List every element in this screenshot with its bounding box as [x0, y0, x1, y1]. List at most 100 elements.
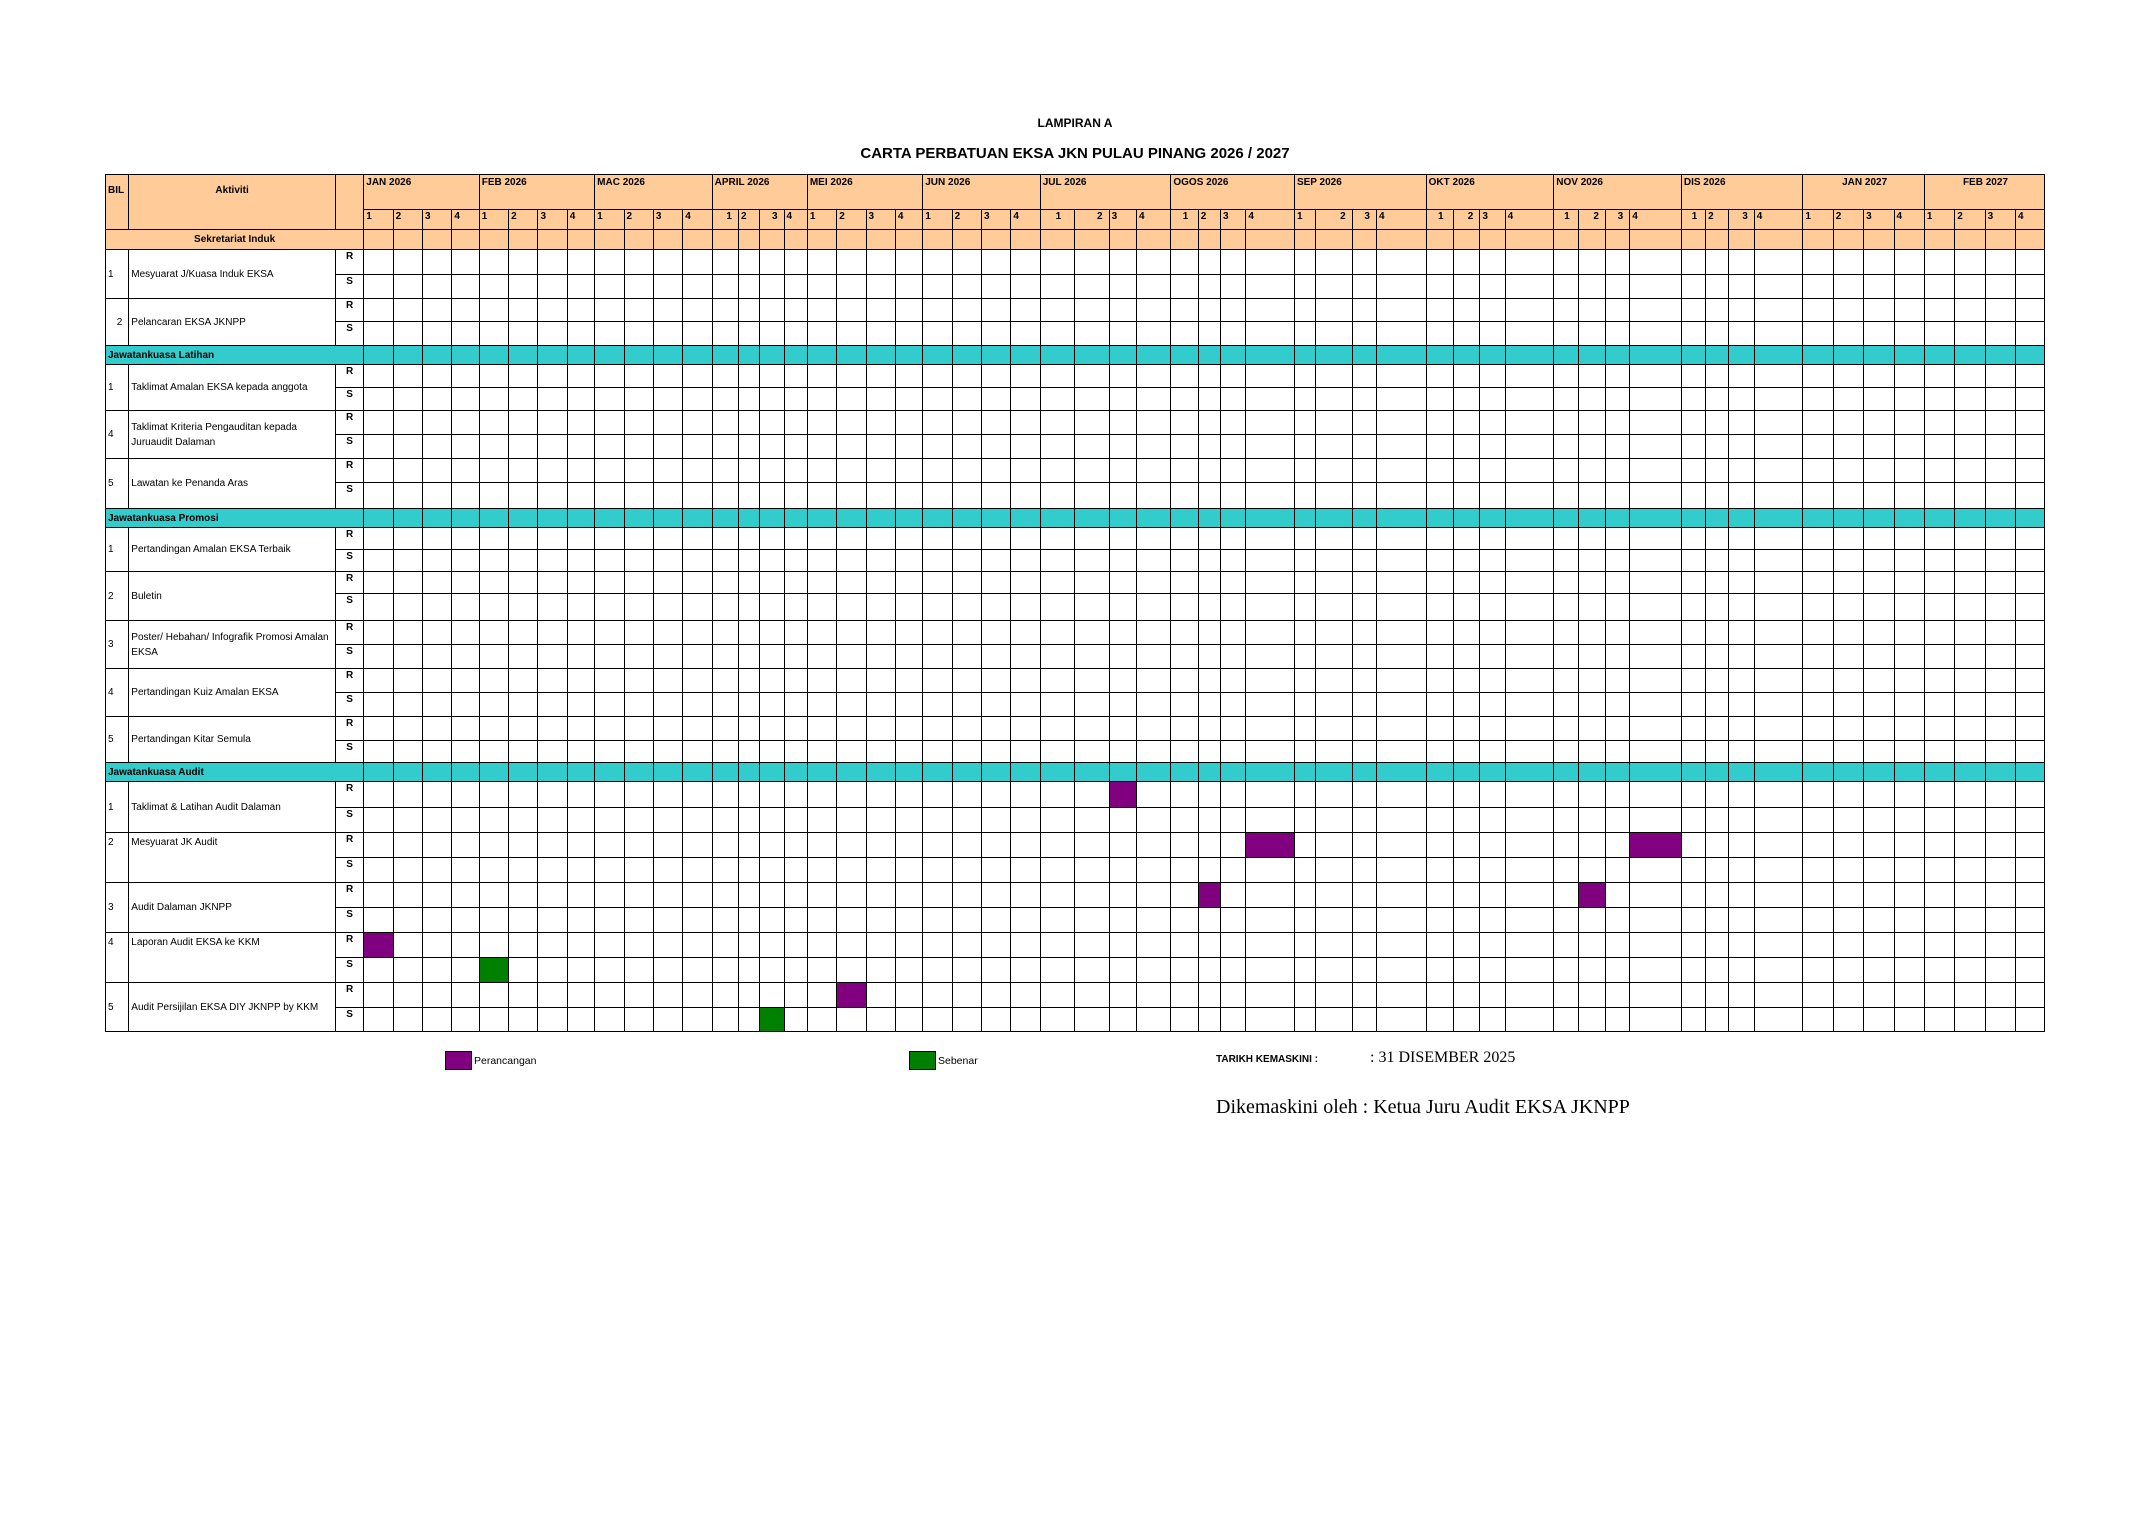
- week-cell[interactable]: [1680, 832, 1707, 858]
- week-cell[interactable]: [392, 907, 423, 933]
- week-cell[interactable]: [1170, 571, 1199, 594]
- week-cell[interactable]: [623, 1007, 654, 1032]
- week-cell[interactable]: [682, 458, 713, 483]
- week-cell[interactable]: [1039, 644, 1076, 669]
- week-cell[interactable]: [1425, 387, 1454, 411]
- week-cell[interactable]: [1170, 857, 1199, 883]
- week-cell[interactable]: [1375, 593, 1427, 621]
- week-cell[interactable]: [623, 249, 654, 275]
- week-cell[interactable]: [451, 932, 480, 958]
- week-cell[interactable]: [1315, 364, 1353, 388]
- week-cell[interactable]: [508, 882, 539, 908]
- week-cell[interactable]: [1375, 620, 1427, 645]
- week-cell[interactable]: [806, 740, 838, 763]
- week-cell[interactable]: [1680, 692, 1707, 717]
- week-cell[interactable]: [508, 644, 539, 669]
- week-cell[interactable]: [478, 593, 510, 621]
- week-cell[interactable]: [421, 932, 453, 958]
- week-cell[interactable]: [806, 482, 838, 509]
- week-cell[interactable]: [1219, 957, 1247, 983]
- week-cell[interactable]: [1577, 740, 1606, 763]
- week-cell[interactable]: [1039, 716, 1076, 741]
- week-cell[interactable]: [759, 907, 785, 933]
- week-cell[interactable]: [922, 1007, 953, 1032]
- week-cell[interactable]: [1170, 644, 1199, 669]
- week-cell[interactable]: [1923, 857, 1956, 883]
- week-cell[interactable]: [2015, 716, 2045, 741]
- week-cell[interactable]: [1728, 957, 1755, 983]
- week-cell[interactable]: [1108, 932, 1137, 958]
- week-cell[interactable]: [363, 644, 394, 669]
- week-cell[interactable]: [1984, 593, 2017, 621]
- week-cell[interactable]: [951, 957, 982, 983]
- week-cell[interactable]: [836, 482, 867, 509]
- week-cell[interactable]: [1315, 527, 1353, 550]
- week-cell[interactable]: [623, 571, 654, 594]
- week-cell[interactable]: [421, 668, 453, 693]
- week-cell[interactable]: [566, 857, 596, 883]
- week-cell[interactable]: [1680, 982, 1707, 1008]
- week-cell[interactable]: [1452, 274, 1481, 299]
- week-cell[interactable]: [806, 458, 838, 483]
- week-cell[interactable]: [1108, 364, 1137, 388]
- week-cell[interactable]: [759, 620, 785, 645]
- week-cell[interactable]: [1728, 482, 1755, 509]
- week-cell[interactable]: [623, 982, 654, 1008]
- week-cell[interactable]: [2015, 668, 2045, 693]
- week-cell[interactable]: [1074, 298, 1110, 322]
- week-cell[interactable]: [980, 857, 1012, 883]
- week-cell[interactable]: [1604, 458, 1631, 483]
- week-cell[interactable]: [2015, 932, 2045, 958]
- week-cell[interactable]: [566, 982, 596, 1008]
- week-cell[interactable]: [1108, 387, 1137, 411]
- week-cell[interactable]: [1954, 882, 1986, 908]
- week-cell[interactable]: [711, 857, 739, 883]
- week-cell[interactable]: [1604, 692, 1631, 717]
- week-cell[interactable]: [1629, 364, 1682, 388]
- week-cell[interactable]: [1577, 458, 1606, 483]
- week-cell[interactable]: [1604, 249, 1631, 275]
- week-cell[interactable]: [1074, 781, 1110, 808]
- week-cell[interactable]: [566, 781, 596, 808]
- week-cell[interactable]: [363, 1007, 394, 1032]
- week-cell[interactable]: [711, 387, 739, 411]
- week-cell[interactable]: [1863, 593, 1895, 621]
- week-cell[interactable]: [865, 527, 896, 550]
- week-cell[interactable]: [737, 807, 761, 833]
- week-cell[interactable]: [1954, 857, 1986, 883]
- week-cell[interactable]: [1375, 527, 1427, 550]
- week-cell[interactable]: [711, 716, 739, 741]
- week-cell[interactable]: [1984, 527, 2017, 550]
- week-cell[interactable]: [894, 668, 924, 693]
- week-cell[interactable]: [759, 593, 785, 621]
- week-cell[interactable]: [682, 593, 713, 621]
- week-cell[interactable]: [594, 857, 625, 883]
- week-cell[interactable]: [1604, 957, 1631, 983]
- week-cell[interactable]: [1680, 482, 1707, 509]
- week-cell[interactable]: [1219, 982, 1247, 1008]
- week-cell[interactable]: [451, 957, 480, 983]
- week-cell[interactable]: [1479, 668, 1506, 693]
- week-cell[interactable]: [1425, 740, 1454, 763]
- week-cell[interactable]: [1108, 249, 1137, 275]
- week-cell[interactable]: [1753, 716, 1804, 741]
- week-cell[interactable]: [682, 781, 713, 808]
- week-cell[interactable]: [783, 274, 808, 299]
- week-cell[interactable]: [865, 549, 896, 572]
- week-cell[interactable]: [594, 982, 625, 1008]
- week-cell[interactable]: [1553, 807, 1579, 833]
- week-cell[interactable]: [1802, 298, 1834, 322]
- week-cell[interactable]: [759, 549, 785, 572]
- week-cell[interactable]: [1425, 957, 1454, 983]
- week-cell[interactable]: [451, 321, 480, 346]
- week-cell[interactable]: [1705, 527, 1730, 550]
- week-cell[interactable]: [894, 807, 924, 833]
- week-cell[interactable]: [806, 249, 838, 275]
- week-cell[interactable]: [1705, 387, 1730, 411]
- week-cell[interactable]: [711, 549, 739, 572]
- week-cell[interactable]: [711, 458, 739, 483]
- week-cell[interactable]: [783, 387, 808, 411]
- week-cell[interactable]: [836, 716, 867, 741]
- week-cell[interactable]: [1504, 882, 1555, 908]
- week-cell[interactable]: [478, 644, 510, 669]
